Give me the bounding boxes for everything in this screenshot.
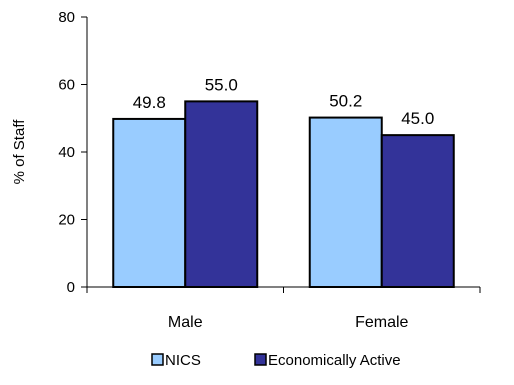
data-label: 55.0 xyxy=(205,75,238,94)
legend-swatch xyxy=(254,353,267,366)
bar-economically-active-male xyxy=(184,100,259,288)
data-label: 45.0 xyxy=(401,109,434,128)
bar-nics-male xyxy=(112,117,187,288)
x-tick-label: Female xyxy=(355,314,408,331)
legend-label: Economically Active xyxy=(268,352,401,369)
bars xyxy=(112,100,455,288)
y-tick-label: 60 xyxy=(58,77,75,94)
y-tick-label: 40 xyxy=(58,144,75,161)
bar-nics-female xyxy=(308,116,383,288)
data-labels: 49.8 55.0 50.2 45.0 xyxy=(133,75,435,128)
x-axis: Male Female xyxy=(86,286,481,331)
y-axis-title: % of Staff xyxy=(11,119,28,185)
legend-label: NICS xyxy=(165,352,201,369)
data-label: 49.8 xyxy=(133,93,166,112)
legend-item-nics: NICS xyxy=(151,352,201,369)
legend: NICS Economically Active xyxy=(151,352,401,369)
y-axis: 0 20 40 60 80 xyxy=(58,9,88,296)
legend-swatch xyxy=(151,353,164,366)
legend-item-economically-active: Economically Active xyxy=(254,352,401,369)
y-tick-label: 80 xyxy=(58,9,75,26)
data-label: 50.2 xyxy=(329,92,362,111)
bar-economically-active-female xyxy=(380,134,455,288)
y-tick-label: 0 xyxy=(67,279,75,296)
y-tick-label: 20 xyxy=(58,212,75,229)
x-tick-label: Male xyxy=(168,314,203,331)
